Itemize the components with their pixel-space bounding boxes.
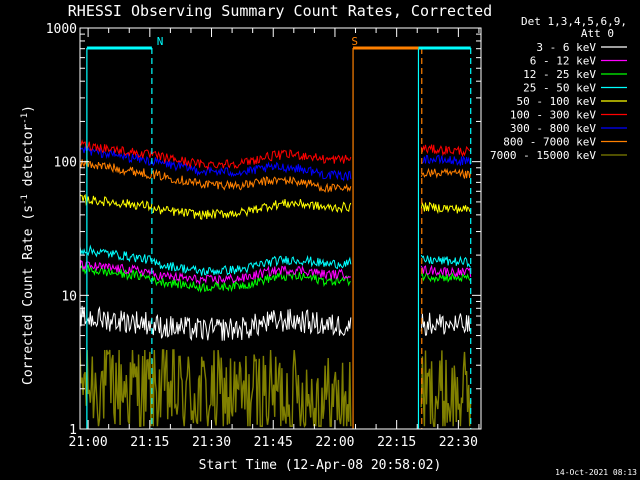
- legend-header-line-2: Att 0: [581, 27, 614, 40]
- series-line-8: [151, 349, 352, 428]
- series-line-1: [151, 265, 352, 285]
- series-line-5: [151, 149, 352, 171]
- y-axis-label-part-1: Corrected Count Rate (s: [21, 205, 36, 385]
- series-line-4: [152, 198, 352, 220]
- series-line-1: [420, 264, 472, 278]
- legend-entry: 12 - 25 keV: [523, 68, 627, 81]
- legend-entry: 7000 - 15000 keV: [490, 149, 627, 162]
- legend-entry: 100 - 300 keV: [510, 109, 627, 122]
- series-line-1: [80, 259, 153, 277]
- legend-entry: 300 - 800 keV: [510, 122, 627, 135]
- x-axis: 21:00 21:15 21:30 21:45 22:00 22:15 22:30: [69, 28, 480, 450]
- y-axis-label-part-5: ): [21, 105, 36, 113]
- legend-label: 12 - 25 keV: [523, 68, 596, 81]
- flag-marker-lines: [86, 48, 472, 429]
- y-tick-label: 1000: [46, 22, 77, 37]
- legend-entry: 6 - 12 keV: [530, 55, 627, 68]
- series-line-7: [151, 168, 352, 193]
- legend-label: 25 - 50 keV: [523, 82, 596, 95]
- legend-label: 3 - 6 keV: [536, 41, 596, 54]
- legend-header-line-1: Det 1,3,4,5,6,9,: [521, 15, 627, 28]
- plot-frame: [79, 27, 482, 430]
- chart-title: RHESSI Observing Summary Count Rates, Co…: [68, 2, 492, 20]
- x-tick-label: 22:15: [377, 435, 416, 450]
- x-tick-label: 21:30: [192, 435, 231, 450]
- legend-label: 7000 - 15000 keV: [490, 149, 596, 162]
- y-tick-label: 10: [61, 289, 77, 304]
- render-timestamp: 14-Oct-2021 08:13: [555, 468, 637, 477]
- y-tick-label: 100: [54, 156, 77, 171]
- series-line-3: [152, 254, 352, 276]
- legend-label: 300 - 800 keV: [510, 122, 596, 135]
- flag-label: S: [351, 35, 358, 48]
- y-tick-label: 1: [69, 423, 77, 438]
- series-line-0: [80, 305, 153, 335]
- legend-label: 100 - 300 keV: [510, 109, 596, 122]
- series-line-7: [80, 159, 153, 180]
- series-line-6: [80, 146, 153, 166]
- x-tick-label: 22:30: [439, 435, 478, 450]
- y-axis: 1 10 100 1000: [46, 22, 481, 438]
- flag-label: N: [157, 35, 164, 48]
- legend-entry: 25 - 50 keV: [523, 82, 627, 95]
- series-line-5: [80, 139, 153, 159]
- series-line-8: [80, 349, 153, 427]
- x-tick-label: 22:00: [315, 435, 354, 450]
- series-line-5: [420, 144, 472, 158]
- legend-entry: 800 - 7000 keV: [503, 136, 627, 149]
- series-traces: [80, 139, 472, 428]
- x-tick-label: 21:15: [130, 435, 169, 450]
- series-line-8: [420, 350, 472, 427]
- x-axis-label: Start Time (12-Apr-08 20:58:02): [199, 458, 442, 473]
- x-tick-label: 21:00: [69, 435, 108, 450]
- series-line-3: [420, 254, 471, 268]
- series-line-2: [80, 263, 153, 283]
- series-line-4: [80, 193, 153, 212]
- series-line-2: [151, 270, 351, 293]
- legend-entry: 50 - 100 keV: [517, 95, 627, 108]
- series-line-3: [80, 244, 153, 264]
- series-line-7: [420, 167, 472, 179]
- series-line-6: [421, 154, 472, 166]
- series-line-0: [151, 308, 352, 342]
- y-axis-label-part-4: -1: [20, 113, 30, 124]
- series-line-4: [420, 201, 471, 215]
- series-line-0: [420, 312, 472, 336]
- series-line-6: [151, 156, 352, 182]
- x-tick-label: 21:45: [254, 435, 293, 450]
- legend-entry: 3 - 6 keV: [536, 41, 627, 54]
- y-axis-label-part-2: -1: [20, 194, 30, 205]
- y-axis-label-part-3: detector: [21, 124, 36, 195]
- legend-label: 6 - 12 keV: [530, 55, 597, 68]
- legend-label: 800 - 7000 keV: [503, 136, 596, 149]
- series-line-2: [420, 271, 472, 284]
- legend-label: 50 - 100 keV: [517, 95, 597, 108]
- y-axis-label: Corrected Count Rate (s-1 detector-1): [20, 105, 36, 385]
